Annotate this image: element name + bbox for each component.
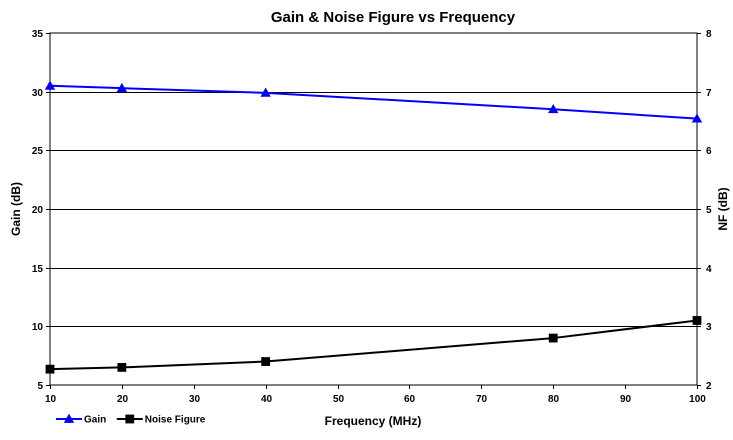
y-axis-right-title: NF (dB) bbox=[716, 187, 730, 230]
gain-point bbox=[548, 103, 559, 114]
legend-marker bbox=[125, 414, 135, 424]
series-noise-figure bbox=[45, 316, 702, 374]
x-tick-label: 60 bbox=[404, 394, 416, 405]
y-right-tick-label: 3 bbox=[706, 322, 712, 333]
legend-label: Gain bbox=[84, 415, 106, 426]
y-left-tick-label: 20 bbox=[32, 205, 44, 216]
y-right-tick-label: 6 bbox=[706, 146, 712, 157]
x-tick-label: 40 bbox=[261, 394, 273, 405]
y-right-tick-label: 2 bbox=[706, 381, 712, 392]
legend-item-noise-figure: Noise Figure bbox=[116, 414, 206, 426]
noise-figure-line bbox=[49, 319, 698, 371]
x-tick-label: 90 bbox=[620, 394, 632, 405]
x-axis-title: Frequency (MHz) bbox=[325, 414, 422, 428]
y-right-tick-label: 4 bbox=[706, 264, 712, 275]
noise-figure-point bbox=[45, 364, 55, 374]
gain-point bbox=[44, 80, 56, 90]
gain-point bbox=[691, 113, 703, 123]
chart-title: Gain & Noise Figure vs Frequency bbox=[271, 9, 516, 26]
y-left-tick-label: 25 bbox=[32, 146, 44, 157]
y-left-tick-label: 35 bbox=[32, 29, 44, 40]
y-right-tick-label: 7 bbox=[706, 88, 712, 99]
y-left-tick-label: 30 bbox=[32, 88, 44, 99]
y-right-tick-label: 5 bbox=[706, 205, 712, 216]
legend-marker bbox=[63, 413, 75, 423]
x-tick-label: 10 bbox=[45, 394, 57, 405]
noise-figure-point bbox=[548, 333, 558, 343]
series-layer bbox=[44, 80, 703, 374]
y-left-tick-label: 5 bbox=[37, 381, 43, 392]
plot-frame bbox=[49, 32, 698, 386]
x-tick-label: 20 bbox=[117, 394, 129, 405]
x-tick-label: 50 bbox=[333, 394, 345, 405]
gain-point bbox=[116, 82, 128, 93]
legend-item-gain: Gain bbox=[56, 413, 106, 426]
y-axis-left-title: Gain (dB) bbox=[9, 182, 23, 236]
legend: Gain Noise Figure bbox=[56, 413, 206, 426]
series-gain bbox=[44, 80, 703, 123]
noise-figure-point bbox=[692, 316, 702, 325]
grid-lines bbox=[46, 33, 701, 389]
x-tick-label: 30 bbox=[189, 394, 201, 405]
y-left-tick-label: 15 bbox=[32, 264, 44, 275]
x-tick-label: 100 bbox=[689, 394, 706, 405]
y-right-tick-label: 8 bbox=[706, 29, 712, 40]
noise-figure-point bbox=[117, 362, 127, 372]
x-tick-label: 80 bbox=[548, 394, 560, 405]
y-left-tick-label: 10 bbox=[32, 322, 44, 333]
legend-label: Noise Figure bbox=[145, 415, 206, 426]
x-tick-label: 70 bbox=[476, 394, 488, 405]
gain-point bbox=[260, 87, 271, 97]
gain-line bbox=[49, 84, 698, 120]
noise-figure-point bbox=[261, 357, 271, 366]
